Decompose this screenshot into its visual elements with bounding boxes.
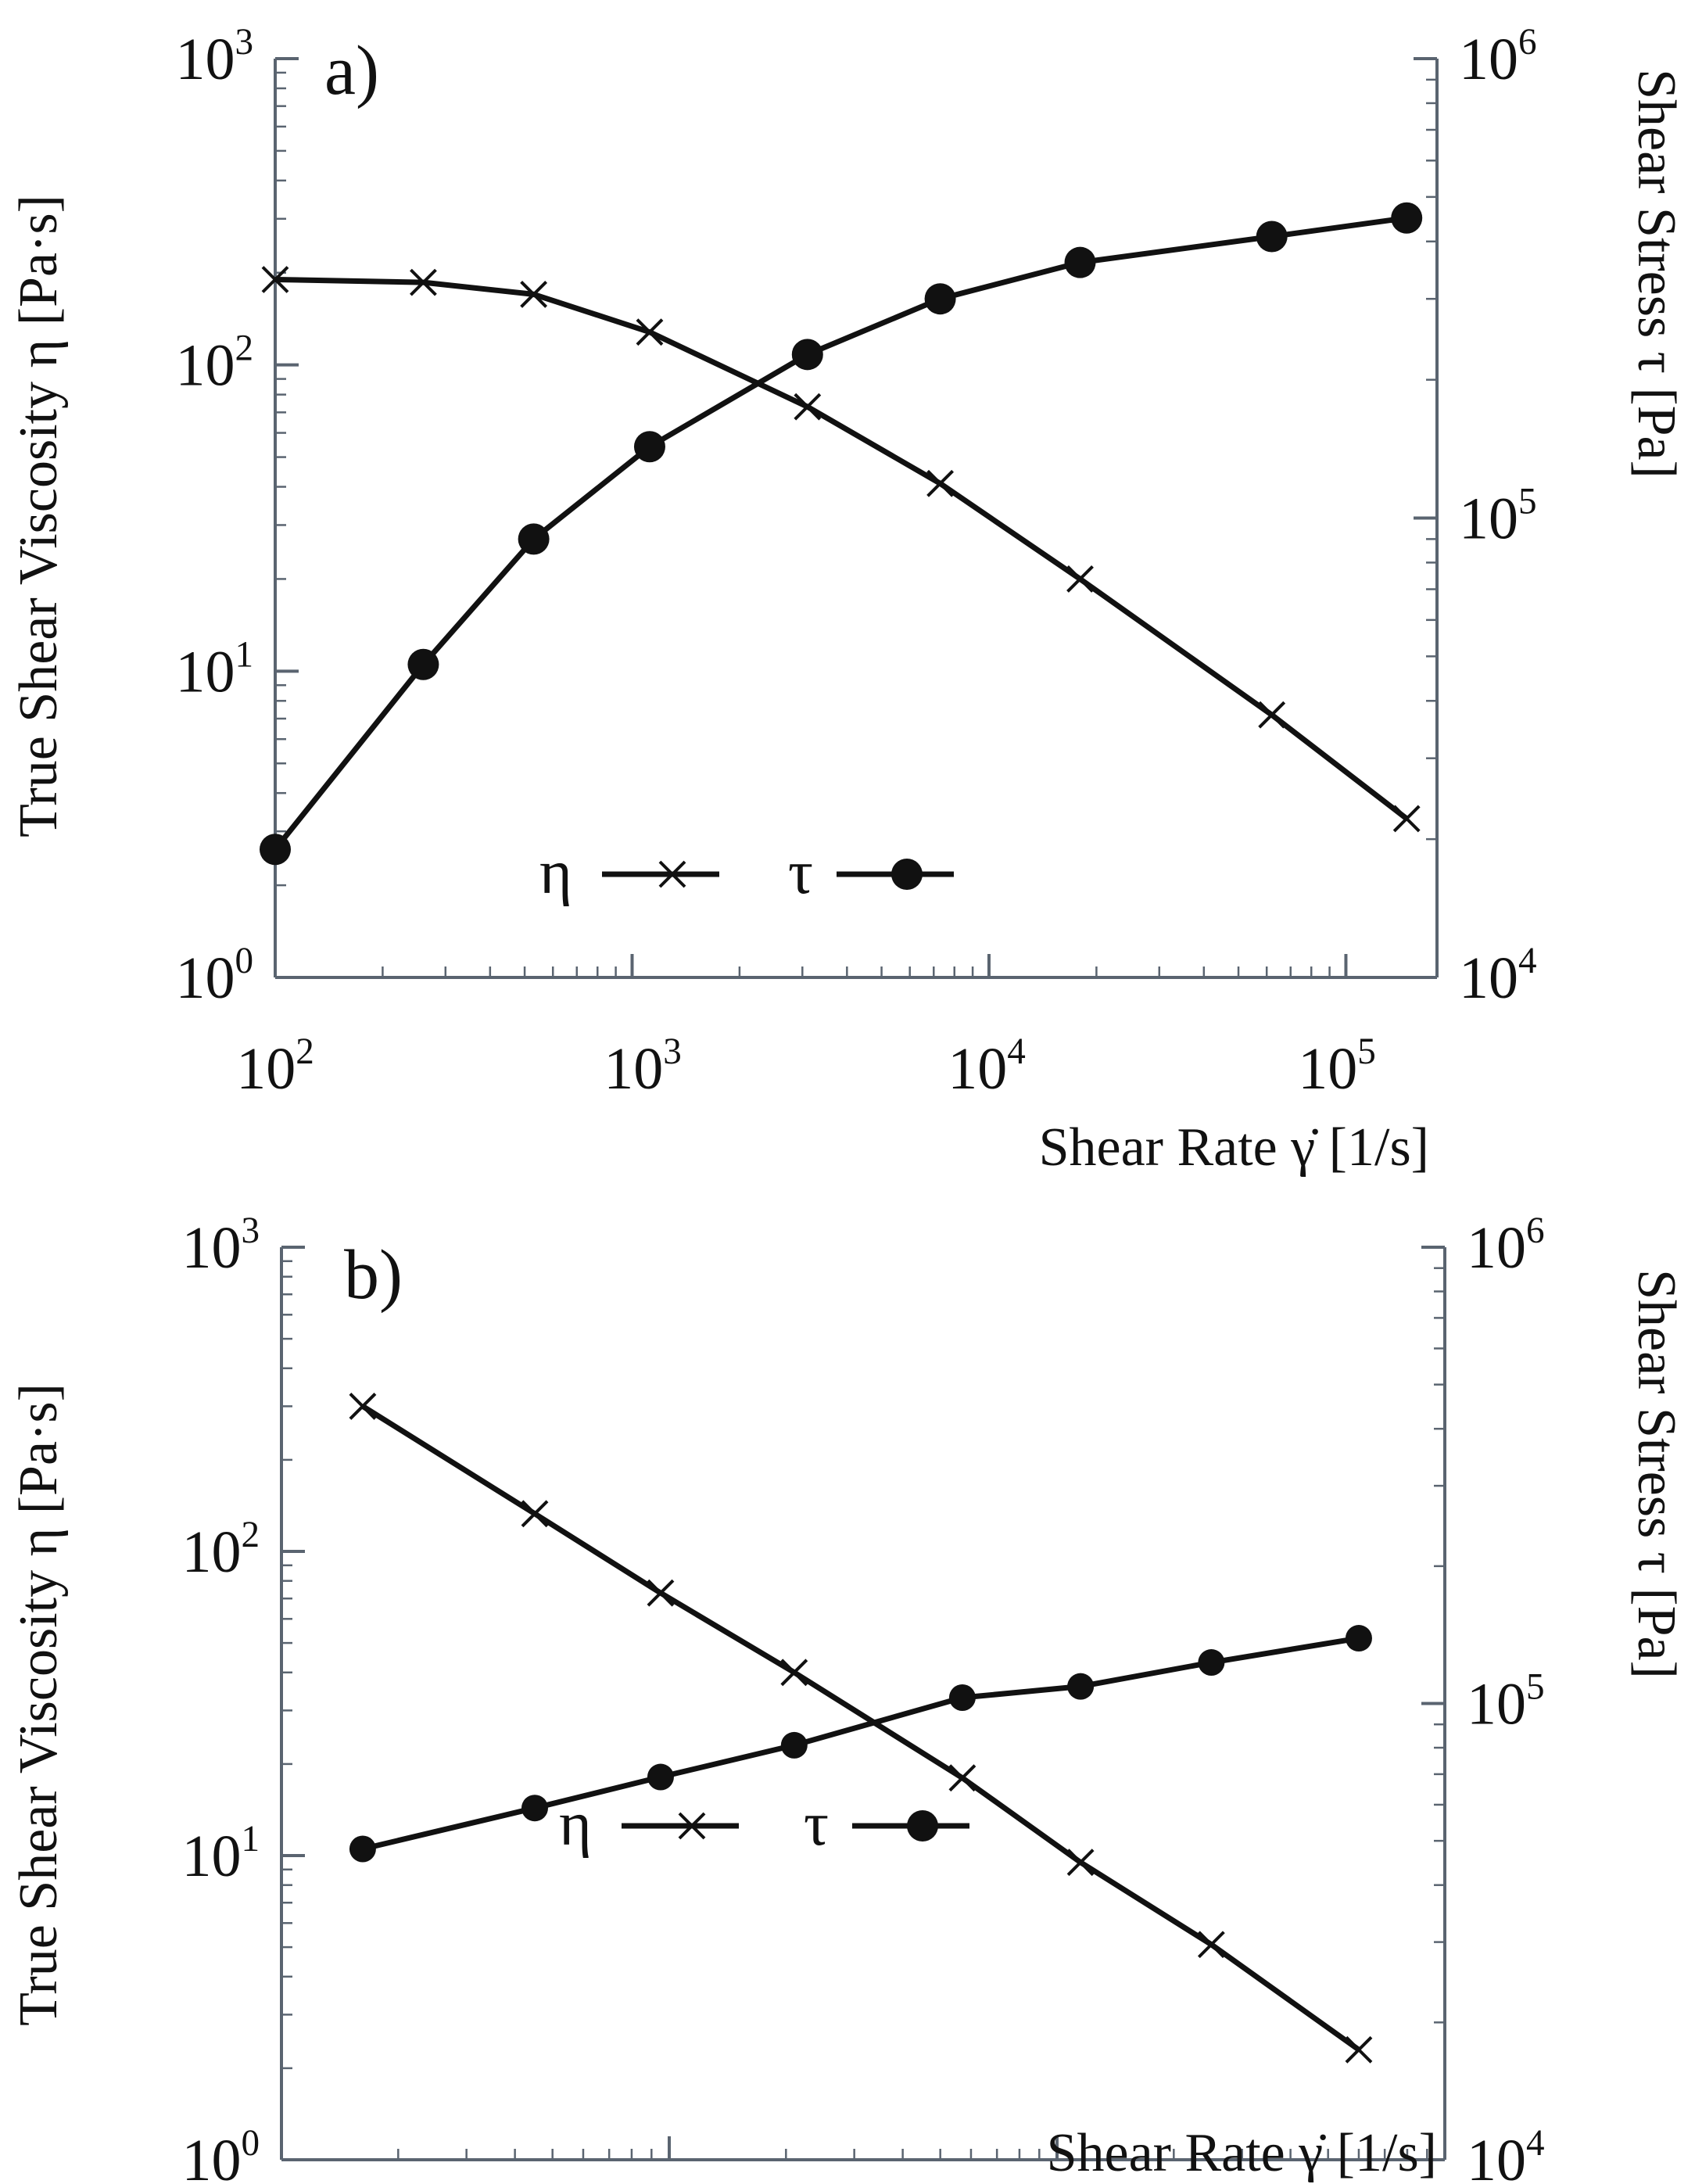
tau-point-marker — [780, 1731, 808, 1759]
x-tick-label: 104 — [948, 1031, 1026, 1102]
eta-point-marker — [636, 318, 664, 346]
legend-marker-x — [678, 1812, 706, 1840]
series-line-eta — [361, 1404, 1360, 2053]
x-marker-stroke — [647, 1579, 675, 1607]
right-tick-label: 106 — [1467, 1210, 1545, 1281]
eta-point-marker — [780, 1659, 808, 1687]
right-tick-label: 106 — [1459, 22, 1537, 92]
eta-point-marker — [1066, 1849, 1095, 1877]
left-tick-label: 103 — [181, 1210, 260, 1281]
x-marker-stroke — [780, 1659, 808, 1687]
legend-marker-x — [658, 860, 686, 888]
x-marker-stroke — [1197, 1931, 1225, 1959]
legend-marker-dot — [907, 1810, 938, 1842]
eta-point-marker — [926, 469, 955, 497]
eta-point-marker — [1392, 805, 1421, 833]
x-marker-stroke — [349, 1392, 377, 1420]
tau-point-marker — [1067, 1673, 1095, 1700]
x-tick-label: 105 — [1298, 1031, 1376, 1102]
eta-point-marker — [349, 1392, 377, 1420]
right-tick-label: 104 — [1467, 2123, 1545, 2184]
x-marker-stroke — [261, 266, 289, 293]
left-tick-label: 102 — [181, 1515, 260, 1585]
left-tick-label: 100 — [181, 2123, 260, 2184]
x-marker-stroke — [926, 469, 955, 497]
tau-point-marker — [521, 1795, 548, 1822]
panel-label: b) — [344, 1236, 403, 1314]
x-marker-stroke — [410, 268, 437, 296]
series-line-tau — [273, 215, 1407, 852]
eta-point-marker — [521, 1500, 549, 1528]
left-axis-label: True Shear Viscosity η [Pa·s] — [9, 195, 69, 837]
right-tick-label: 105 — [1467, 1667, 1545, 1738]
left-tick-label: 100 — [175, 941, 253, 1011]
x-tick-label: 102 — [236, 1031, 314, 1102]
right-axis-label: Shear Stress τ [Pa] — [1626, 1269, 1686, 1679]
left-tick-label: 103 — [175, 22, 253, 92]
x-tick-label: 104 — [1018, 2181, 1096, 2184]
x-marker-stroke — [520, 280, 548, 308]
eta-point-marker — [520, 280, 548, 308]
right-tick-label: 104 — [1459, 941, 1537, 1011]
eta-point-marker — [1258, 701, 1286, 729]
x-marker-stroke — [521, 1500, 549, 1528]
right-axis-label: Shear Stress τ [Pa] — [1626, 69, 1686, 479]
x-tick-label: 103 — [630, 2181, 708, 2184]
eta-point-marker — [1197, 1931, 1225, 1959]
series-line-tau — [362, 1635, 1360, 1852]
x-marker-stroke — [948, 1764, 977, 1792]
tau-point-marker — [1256, 221, 1288, 253]
x-marker-stroke — [1392, 805, 1421, 833]
x-tick-label: 105 — [1406, 2181, 1484, 2184]
left-tick-label: 102 — [175, 328, 253, 399]
panel-a: 100 101 102 103 104 105 106 102 103 104 105 Shear R… — [9, 22, 1686, 1178]
tau-point-marker — [633, 431, 665, 463]
eta-point-marker — [647, 1579, 675, 1607]
x-axis-label: Shear Rate γ̇ [1/s] — [1047, 2123, 1437, 2183]
eta-point-marker — [410, 268, 437, 296]
eta-point-marker — [1345, 2035, 1373, 2064]
tau-point-marker — [260, 834, 291, 866]
x-marker-stroke — [794, 393, 822, 421]
tau-point-marker — [924, 283, 956, 315]
x-axis-label: Shear Rate γ̇ [1/s] — [1039, 1117, 1429, 1178]
tau-point-marker — [1345, 1625, 1372, 1652]
series-line-eta — [274, 276, 1409, 821]
x-marker-stroke — [1066, 565, 1094, 593]
eta-point-marker — [794, 393, 822, 421]
tau-point-marker — [647, 1763, 674, 1791]
tau-point-marker — [1198, 1649, 1225, 1677]
panel-label: a) — [324, 32, 379, 109]
legend-label-eta: η — [559, 1790, 592, 1859]
left-tick-label: 101 — [181, 1819, 260, 1889]
eta-point-marker — [261, 266, 289, 293]
right-tick-label: 105 — [1459, 482, 1537, 552]
x-marker-stroke — [1066, 1849, 1095, 1877]
tau-point-marker — [349, 1835, 376, 1863]
legend-label-tau: τ — [788, 838, 813, 907]
tau-point-marker — [518, 523, 550, 555]
legend-label-tau: τ — [804, 1790, 829, 1859]
eta-point-marker — [948, 1764, 977, 1792]
tau-point-marker — [407, 648, 439, 680]
x-marker-stroke — [1258, 701, 1286, 729]
x-tick-label: 102 — [242, 2181, 321, 2184]
eta-point-marker — [1066, 565, 1094, 593]
legend-label-eta: η — [539, 838, 572, 907]
tau-point-marker — [1064, 246, 1096, 278]
left-axis-label: True Shear Viscosity η [Pa·s] — [9, 1383, 69, 2026]
tau-point-marker — [948, 1684, 976, 1712]
x-marker-stroke — [1345, 2035, 1373, 2064]
tau-point-marker — [791, 339, 823, 371]
x-tick-label: 103 — [604, 1031, 682, 1102]
legend-marker-dot — [891, 859, 923, 890]
x-marker-stroke — [636, 318, 664, 346]
tau-point-marker — [1391, 202, 1423, 234]
left-tick-label: 101 — [175, 634, 253, 705]
